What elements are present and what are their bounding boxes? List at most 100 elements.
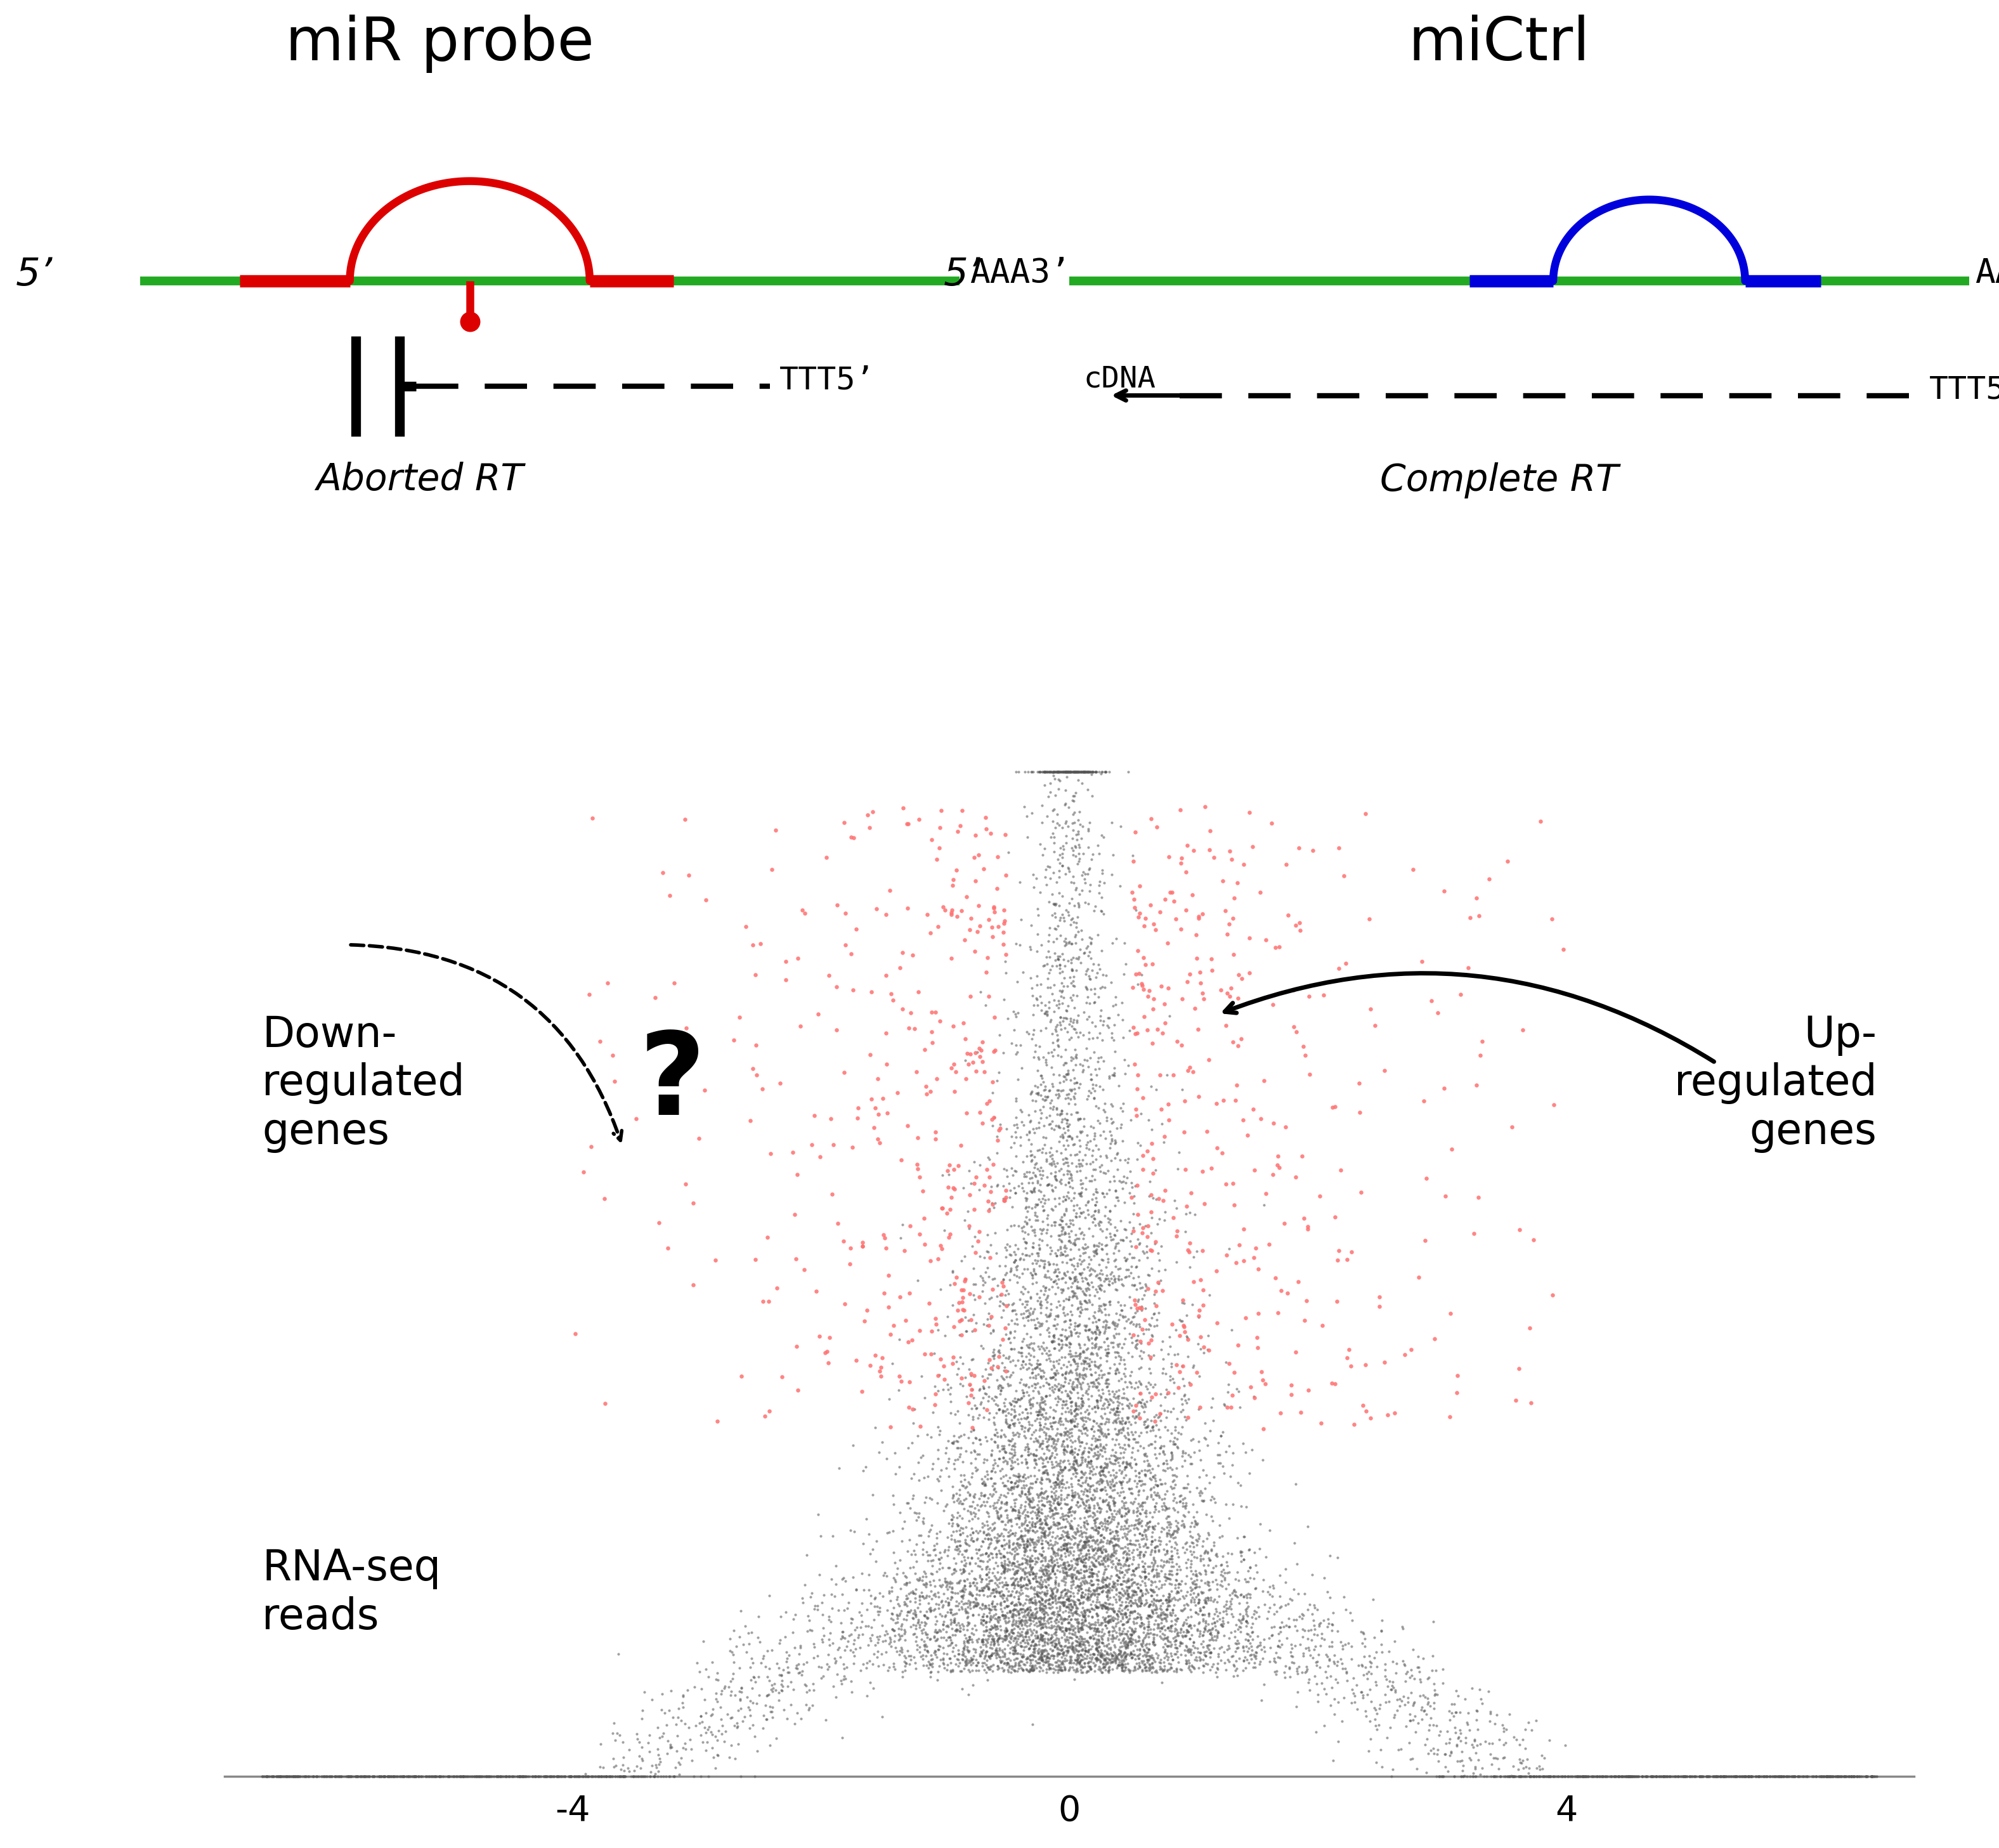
Point (1055, 1628, 1087, 1658)
Point (934, 1532, 966, 1562)
Point (1079, 1599, 1111, 1628)
Point (1223, 1231, 1255, 1260)
Point (1083, 1626, 1115, 1656)
Point (1019, 1190, 1051, 1220)
Point (1153, 1560, 1185, 1589)
Point (1159, 1412, 1191, 1441)
Point (926, 1543, 958, 1573)
Point (1027, 1111, 1059, 1140)
Point (1045, 978, 1077, 1007)
Point (1149, 1586, 1181, 1615)
Point (1077, 1595, 1109, 1624)
Point (1001, 1621, 1033, 1650)
Point (1017, 1390, 1049, 1419)
Point (1129, 1549, 1161, 1578)
Point (1135, 1181, 1167, 1210)
Point (1047, 1621, 1079, 1650)
Point (1069, 1467, 1101, 1497)
Point (992, 1615, 1023, 1645)
Point (1055, 867, 1087, 896)
Point (1109, 1362, 1141, 1392)
Point (1093, 1312, 1125, 1342)
Point (1161, 1617, 1193, 1647)
Point (1047, 1212, 1079, 1242)
Point (1195, 1484, 1227, 1514)
Point (1083, 1550, 1115, 1580)
Point (1071, 1656, 1103, 1685)
Point (928, 1637, 960, 1667)
Point (1513, 1708, 1545, 1737)
Point (1073, 758, 1105, 787)
Point (1095, 1574, 1127, 1604)
Point (1083, 1458, 1115, 1488)
Point (1149, 1469, 1181, 1499)
Point (1089, 1260, 1121, 1290)
Point (1011, 1571, 1043, 1600)
Point (1057, 1283, 1089, 1312)
Point (1137, 1597, 1169, 1626)
Point (282, 1761, 314, 1791)
Point (1005, 1240, 1037, 1270)
Point (1023, 1525, 1055, 1554)
Point (1053, 1157, 1085, 1186)
Point (1085, 758, 1117, 787)
Point (918, 1621, 950, 1650)
Point (954, 1155, 986, 1185)
Point (938, 1641, 970, 1671)
Point (1053, 1347, 1085, 1377)
Point (1031, 1434, 1063, 1464)
Point (1023, 758, 1055, 787)
Point (1029, 991, 1061, 1020)
Point (1021, 1240, 1053, 1270)
Point (1379, 1700, 1411, 1730)
Point (950, 1623, 982, 1652)
Point (1057, 1404, 1089, 1434)
Point (1801, 1761, 1833, 1791)
Point (734, 1107, 766, 1137)
Point (580, 1761, 612, 1791)
Point (1149, 1562, 1181, 1591)
Point (1175, 1637, 1207, 1667)
Point (658, 1702, 690, 1732)
Point (998, 1015, 1029, 1044)
Point (1019, 1621, 1051, 1650)
Point (1033, 1493, 1065, 1523)
Point (1065, 1645, 1097, 1674)
Point (1077, 1615, 1109, 1645)
Point (762, 1273, 794, 1303)
Point (686, 1708, 718, 1737)
Point (1603, 1761, 1635, 1791)
Point (1023, 1355, 1055, 1384)
Point (1065, 1384, 1097, 1414)
Point (1023, 1582, 1055, 1611)
Point (654, 1733, 686, 1763)
Point (1101, 1355, 1133, 1384)
Point (1323, 1236, 1355, 1266)
Point (1119, 1613, 1151, 1643)
Point (1335, 1599, 1367, 1628)
Point (1043, 774, 1075, 804)
Point (1113, 1515, 1145, 1545)
Point (1175, 1587, 1207, 1617)
Point (1053, 1212, 1085, 1242)
Point (1000, 1650, 1031, 1680)
Point (480, 1761, 512, 1791)
Point (1165, 1621, 1197, 1650)
Point (1057, 758, 1089, 787)
Point (1069, 1635, 1101, 1665)
Point (1013, 1545, 1045, 1574)
Point (936, 1608, 968, 1637)
Point (858, 1606, 890, 1635)
Point (1005, 1351, 1037, 1380)
Point (1005, 1571, 1037, 1600)
Point (1145, 1648, 1177, 1678)
Point (618, 1761, 650, 1791)
Point (1005, 1562, 1037, 1591)
Point (1097, 1220, 1129, 1249)
Point (974, 1491, 1005, 1521)
Point (974, 1654, 1005, 1684)
Point (1065, 1652, 1097, 1682)
Point (1023, 1251, 1055, 1281)
Point (1161, 1586, 1193, 1615)
Point (1061, 1351, 1093, 1380)
